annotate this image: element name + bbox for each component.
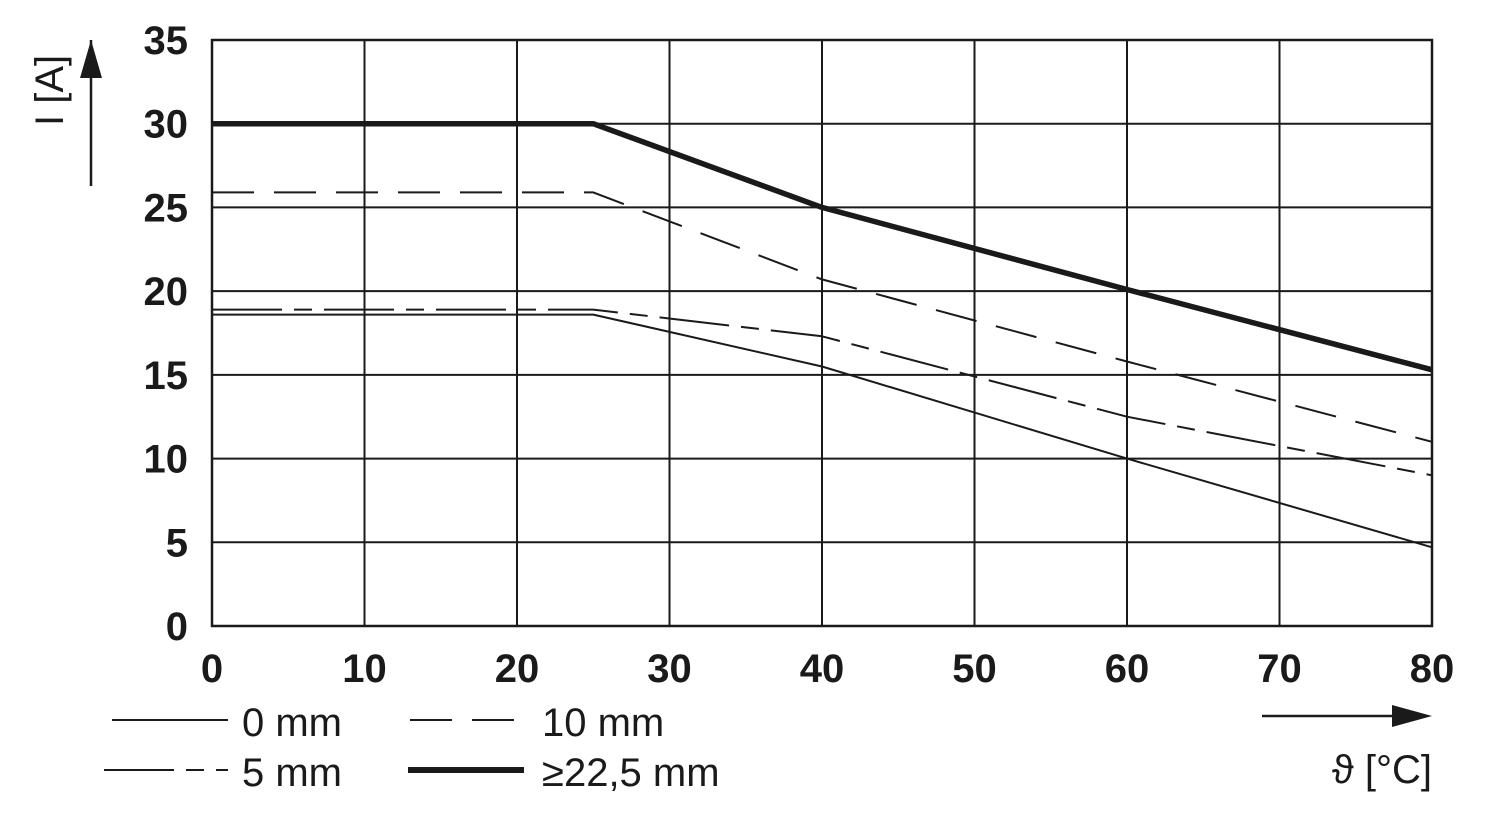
legend: 0 mm 10 mm 5 mm ≥22,5 mm	[104, 701, 720, 795]
x-tick-label: 30	[647, 647, 692, 691]
y-tick-label: 15	[144, 354, 189, 398]
y-tick-label: 0	[166, 605, 188, 649]
legend-label-5mm: 5 mm	[242, 751, 342, 795]
y-tick-label: 35	[144, 19, 189, 63]
x-tick-label: 80	[1410, 647, 1455, 691]
y-tick-label: 10	[144, 438, 189, 482]
x-tick-label: 0	[201, 647, 223, 691]
x-tick-label: 40	[800, 647, 845, 691]
x-tick-label: 70	[1257, 647, 1302, 691]
y-tick-label: 25	[144, 186, 189, 230]
x-tick-label: 10	[342, 647, 387, 691]
plot-frame	[210, 38, 1434, 628]
y-axis-arrowhead	[80, 40, 102, 78]
y-tick-label: 5	[166, 521, 188, 565]
legend-label-0mm: 0 mm	[242, 701, 342, 745]
series-line-2	[212, 308, 1433, 477]
x-axis-label: ϑ [°C]	[1332, 748, 1432, 792]
y-tick-label: 20	[144, 270, 189, 314]
series-line-0	[212, 313, 1433, 549]
legend-label-10mm: 10 mm	[542, 701, 664, 745]
x-tick-label: 20	[495, 647, 540, 691]
legend-label-22-5mm: ≥22,5 mm	[542, 751, 720, 795]
x-tick-label: 50	[952, 647, 997, 691]
x-axis-arrowhead	[1392, 705, 1432, 727]
series-lines	[212, 120, 1433, 549]
y-tick-labels: 0 5 10 15 20 25 30 35	[144, 19, 189, 649]
y-tick-label: 30	[144, 103, 189, 147]
x-tick-label: 60	[1105, 647, 1150, 691]
grid	[211, 39, 1433, 627]
x-tick-labels: 0 10 20 30 40 50 60 70 80	[201, 647, 1454, 691]
series-line-1	[212, 191, 1433, 443]
y-axis-label: I [A]	[28, 55, 72, 126]
series-line-3	[212, 120, 1433, 373]
